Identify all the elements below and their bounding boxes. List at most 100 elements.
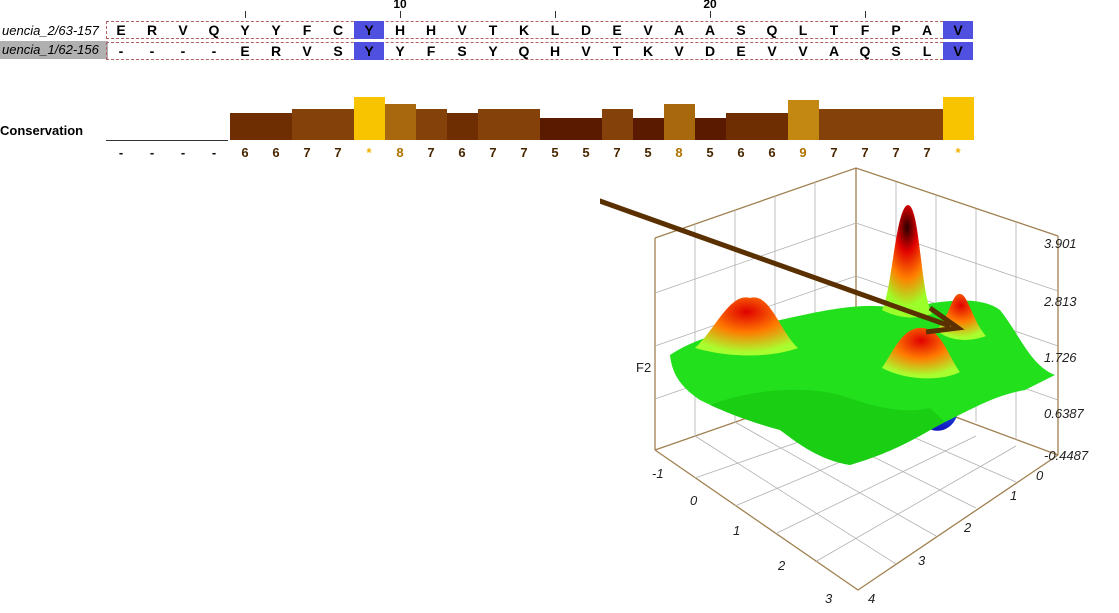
residue: H bbox=[394, 22, 406, 38]
residue: F bbox=[426, 43, 436, 59]
residue: L bbox=[798, 22, 808, 38]
conservation-value: 7 bbox=[861, 145, 869, 160]
residue: R bbox=[146, 22, 158, 38]
ruler-tick bbox=[710, 11, 711, 18]
sequence-label-2: uencia_1/62-156 bbox=[0, 41, 108, 59]
conservation-bar bbox=[726, 113, 757, 140]
conservation-value: 7 bbox=[892, 145, 900, 160]
residue: K bbox=[518, 22, 530, 38]
conservation-bar bbox=[850, 108, 881, 140]
conservation-value: - bbox=[211, 145, 217, 160]
conservation-bar bbox=[571, 117, 602, 140]
x-tick-label: 0 bbox=[690, 493, 698, 508]
conservation-value: 6 bbox=[458, 145, 466, 160]
residue: Q bbox=[859, 43, 871, 59]
surface-plot: F2 -0.4487 0.6387 1.726 2.813 3.901 -1 0 1 2 3 0… bbox=[600, 167, 1089, 606]
residue: E bbox=[736, 43, 746, 59]
residue: A bbox=[673, 22, 685, 38]
conservation-value: 6 bbox=[272, 145, 280, 160]
conservation-value: 7 bbox=[613, 145, 621, 160]
residue: Q bbox=[766, 22, 778, 38]
conservation-value: 7 bbox=[334, 145, 342, 160]
conservation-bar bbox=[881, 108, 912, 140]
conservation-bar bbox=[757, 113, 788, 140]
conservation-bar bbox=[292, 108, 323, 140]
conservation-value: 9 bbox=[799, 145, 807, 160]
annotation-arrow bbox=[600, 198, 965, 335]
conservation-value: 5 bbox=[582, 145, 590, 160]
conservation-bar bbox=[819, 108, 850, 140]
conservation-value: - bbox=[149, 145, 155, 160]
conservation-bar bbox=[602, 108, 633, 140]
conservation-bar bbox=[323, 108, 354, 140]
residue: Y bbox=[354, 21, 384, 39]
x-tick-label: -1 bbox=[652, 466, 664, 481]
residue: Y bbox=[354, 42, 384, 60]
conservation-bar bbox=[478, 108, 509, 140]
y-tick-label: 1 bbox=[1010, 488, 1017, 503]
residue: - bbox=[149, 43, 155, 59]
conservation-bar bbox=[912, 108, 943, 140]
conservation-value: 5 bbox=[644, 145, 652, 160]
x-tick-label: 2 bbox=[777, 558, 786, 573]
conservation-bar bbox=[416, 108, 447, 140]
z-axis-title: F2 bbox=[636, 360, 651, 375]
residue: V bbox=[674, 43, 684, 59]
residue: T bbox=[488, 22, 498, 38]
ruler-number: 20 bbox=[703, 0, 717, 11]
y-tick-label: 2 bbox=[963, 520, 972, 535]
conservation-value: 6 bbox=[768, 145, 776, 160]
residue: V bbox=[643, 22, 653, 38]
conservation-bar bbox=[695, 117, 726, 140]
conservation-value: 7 bbox=[489, 145, 497, 160]
residue: V bbox=[302, 43, 312, 59]
residue: S bbox=[891, 43, 901, 59]
residue: V bbox=[943, 42, 973, 60]
residue: K bbox=[642, 43, 654, 59]
conservation-value: 7 bbox=[520, 145, 528, 160]
residue: A bbox=[921, 22, 933, 38]
conservation-value: 6 bbox=[241, 145, 249, 160]
residue: - bbox=[118, 43, 124, 59]
y-tick-label: 4 bbox=[868, 591, 875, 606]
residue: F bbox=[860, 22, 870, 38]
residue: S bbox=[333, 43, 343, 59]
residue: S bbox=[736, 22, 746, 38]
residue: C bbox=[332, 22, 344, 38]
conservation-label: Conservation bbox=[0, 123, 84, 138]
residue: H bbox=[425, 22, 437, 38]
z-tick-label: 1.726 bbox=[1044, 350, 1077, 365]
residue: V bbox=[767, 43, 777, 59]
conservation-baseline bbox=[106, 140, 228, 141]
conservation-value: 7 bbox=[830, 145, 838, 160]
z-tick-label: -0.4487 bbox=[1044, 448, 1089, 463]
residue: F bbox=[302, 22, 312, 38]
residue: V bbox=[798, 43, 808, 59]
conservation-value: - bbox=[118, 145, 124, 160]
conservation-bar bbox=[943, 97, 974, 140]
ruler-number: 10 bbox=[393, 0, 407, 11]
conservation-bar bbox=[354, 97, 385, 140]
z-tick-label: 3.901 bbox=[1044, 236, 1077, 251]
residue: A bbox=[828, 43, 840, 59]
ruler-tick bbox=[865, 11, 866, 18]
conservation-bar bbox=[664, 104, 695, 140]
residue: - bbox=[211, 43, 217, 59]
residue: E bbox=[116, 22, 126, 38]
residue: D bbox=[704, 43, 716, 59]
residue: R bbox=[270, 43, 282, 59]
residue: V bbox=[581, 43, 591, 59]
sequence-label-1: uencia_2/63-157 bbox=[2, 23, 99, 38]
conservation-value: * bbox=[366, 145, 372, 160]
conservation-value: 7 bbox=[923, 145, 931, 160]
ruler-tick bbox=[245, 11, 246, 18]
conservation-value: * bbox=[955, 145, 961, 160]
conservation-value: 8 bbox=[675, 145, 683, 160]
residue: Q bbox=[518, 43, 530, 59]
residue: E bbox=[612, 22, 622, 38]
residue: P bbox=[891, 22, 901, 38]
conservation-value: 7 bbox=[427, 145, 435, 160]
conservation-bar bbox=[788, 99, 819, 140]
conservation-bar bbox=[447, 113, 478, 140]
conservation-bar bbox=[230, 113, 261, 140]
